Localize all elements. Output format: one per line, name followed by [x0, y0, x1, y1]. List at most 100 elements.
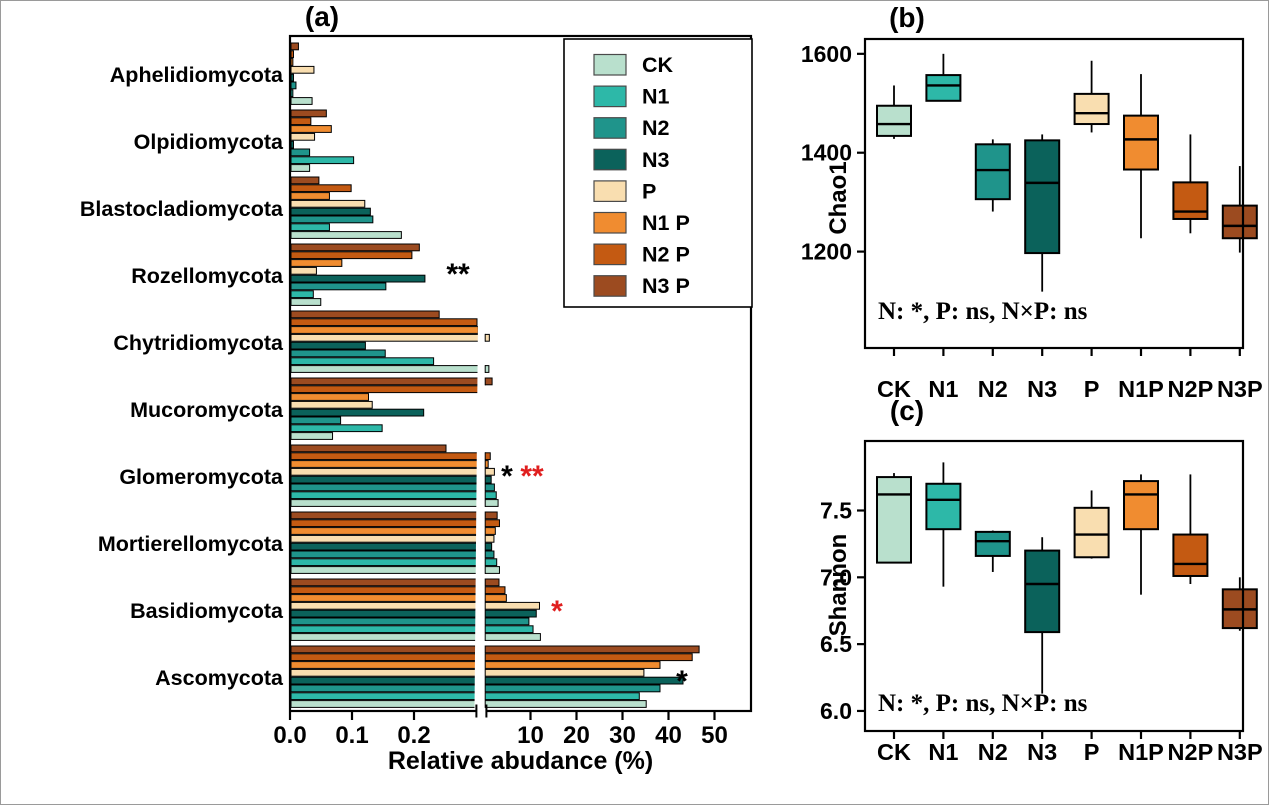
- bar-Mortierellomycota-CK-right-segment: [484, 566, 500, 574]
- panel-a-frame: [288, 34, 753, 713]
- category-label-Olpidiomycota: Olpidiomycota: [134, 130, 284, 154]
- bar-Glomeromycota-P: [290, 467, 486, 476]
- bar-Glomeromycota-N2: [290, 483, 486, 492]
- legend-swatch-P: [593, 180, 627, 202]
- bar-Ascomycota-N3: [290, 676, 486, 685]
- box-N1: [925, 482, 962, 531]
- bar-Mortierellomycota-N2P: [290, 519, 486, 528]
- bar-Olpidiomycota-N2P: [290, 117, 312, 126]
- bar-Rozellomycota-CK: [290, 298, 322, 306]
- bar-Rozellomycota-N3P: [290, 243, 420, 252]
- significance-Ascomycota: *: [676, 665, 688, 698]
- bar-Rozellomycota-N1P: [290, 259, 343, 267]
- legend-label-N2P: N2 P: [642, 243, 690, 267]
- box-N1: [925, 74, 962, 102]
- bar-Aphelidiomycota-CK: [290, 97, 313, 105]
- bar-Ascomycota-CK-right-segment: [484, 700, 647, 708]
- bar-Glomeromycota-P-right-segment: [484, 467, 495, 476]
- bar-Basidiomycota-N2P-right-segment: [484, 586, 506, 595]
- bar-Aphelidiomycota-N2P: [290, 50, 294, 59]
- significance-Glomeromycota: *: [501, 460, 513, 493]
- bar-Blastocladiomycota-P: [290, 199, 366, 208]
- bar-Olpidiomycota-N3P: [290, 109, 327, 118]
- bar-Glomeromycota-N3: [290, 475, 486, 484]
- bar-Ascomycota-N2-right-segment: [484, 684, 661, 693]
- bar-Olpidiomycota-N2: [290, 148, 311, 157]
- legend-swatch-N2P: [593, 243, 627, 266]
- legend-swatch-CK: [593, 53, 627, 76]
- bar-Mortierellomycota-N2-right-segment: [484, 550, 495, 559]
- panel-b-anova-annotation: N: *, P: ns, N×P: ns: [878, 298, 1088, 325]
- category-label-Aphelidiomycota: Aphelidiomycota: [110, 63, 284, 87]
- panel-c: 6.06.57.07.5CK N1 N2 N3 P N1P N2P N3P: [820, 439, 1263, 765]
- bar-Mucoromycota-N3: [290, 408, 425, 417]
- bar-Glomeromycota-N3-right-segment: [484, 475, 492, 484]
- panel-a-xaxis-label: Relative abudance (%): [387, 747, 654, 775]
- legend-swatch-N1: [593, 85, 627, 108]
- legend-label-N2: N2: [642, 116, 670, 140]
- box-N2P: [1172, 533, 1209, 577]
- y-tick-label: 1200: [801, 239, 852, 265]
- bar-Mortierellomycota-N2: [290, 550, 486, 559]
- bar-Blastocladiomycota-N3P: [290, 176, 320, 185]
- category-label-Basidiomycota: Basidiomycota: [130, 599, 284, 623]
- bar-Ascomycota-N1: [290, 692, 486, 701]
- box-N3P: [1221, 204, 1258, 240]
- bar-Aphelidiomycota-N2: [290, 81, 297, 90]
- bar-Ascomycota-N1P-right-segment: [484, 661, 661, 669]
- bar-Chytridiomycota-N1P: [290, 326, 479, 334]
- bar-Mucoromycota-N3P-right-segment: [484, 377, 493, 386]
- category-label-Chytridiomycota: Chytridiomycota: [113, 331, 284, 355]
- bar-Chytridiomycota-CK: [290, 365, 486, 373]
- legend-label-N3: N3: [642, 148, 670, 172]
- bar-Aphelidiomycota-N1: [290, 89, 294, 98]
- panel-a-bars-right: [484, 333, 700, 708]
- category-label-Mortierellomycota: Mortierellomycota: [98, 532, 284, 556]
- y-tick-label: 1600: [801, 41, 852, 67]
- category-label-Blastocladiomycota: Blastocladiomycota: [80, 197, 284, 221]
- legend-swatch-N3: [593, 148, 627, 171]
- x-tick-label: 0.2: [397, 722, 430, 749]
- x-tick-label-N2P: N2P: [1168, 739, 1214, 765]
- legend-label-N3P: N3 P: [642, 274, 690, 298]
- bar-Basidiomycota-N2P: [290, 586, 486, 595]
- bar-Mucoromycota-P: [290, 400, 373, 409]
- bar-Glomeromycota-CK: [290, 499, 486, 507]
- bar-Glomeromycota-N1P: [290, 460, 486, 468]
- legend-label-N1P: N1 P: [642, 211, 690, 235]
- bar-Basidiomycota-N1P: [290, 594, 486, 602]
- panel-c-frame: [863, 439, 1245, 733]
- legend: CK N1 N2 N3 P N1 P N2 P N3 P: [563, 38, 753, 308]
- bar-Ascomycota-CK: [290, 700, 486, 708]
- bar-Mortierellomycota-N1P: [290, 527, 486, 535]
- bar-Glomeromycota-N1-right-segment: [484, 491, 497, 500]
- bar-Glomeromycota-N1: [290, 491, 486, 500]
- x-tick-label-N3: N3: [1027, 376, 1057, 402]
- bar-Rozellomycota-N1: [290, 290, 314, 299]
- axis-break-gap: [476, 708, 487, 714]
- bar-Chytridiomycota-N2P: [290, 318, 478, 327]
- x-tick-label: 40: [655, 722, 682, 749]
- bar-Rozellomycota-P: [290, 266, 317, 275]
- bar-Mucoromycota-N3P: [290, 377, 486, 386]
- bar-Mortierellomycota-N1-right-segment: [484, 558, 498, 567]
- box-N1P: [1123, 480, 1159, 531]
- bar-Blastocladiomycota-CK: [290, 231, 402, 239]
- category-label-Ascomycota: Ascomycota: [155, 666, 284, 690]
- bar-Ascomycota-P-right-segment: [484, 668, 645, 677]
- x-tick-label: 50: [701, 722, 728, 749]
- bar-Basidiomycota-CK: [290, 633, 486, 641]
- x-tick-label-CK: CK: [877, 739, 911, 765]
- box-N2: [974, 143, 1011, 201]
- x-tick-label-N2: N2: [978, 376, 1008, 402]
- bar-Aphelidiomycota-N3: [290, 73, 294, 82]
- category-label-Glomeromycota: Glomeromycota: [119, 465, 284, 489]
- bar-Glomeromycota-N1P-right-segment: [484, 460, 489, 468]
- category-label-Mucoromycota: Mucoromycota: [130, 398, 284, 422]
- bar-Olpidiomycota-N3: [290, 140, 294, 149]
- bar-Ascomycota-P: [290, 668, 486, 677]
- legend-label-CK: CK: [642, 53, 674, 77]
- category-label-Rozellomycota: Rozellomycota: [131, 264, 284, 288]
- panel-c-yaxis-label: Shannon: [825, 533, 852, 637]
